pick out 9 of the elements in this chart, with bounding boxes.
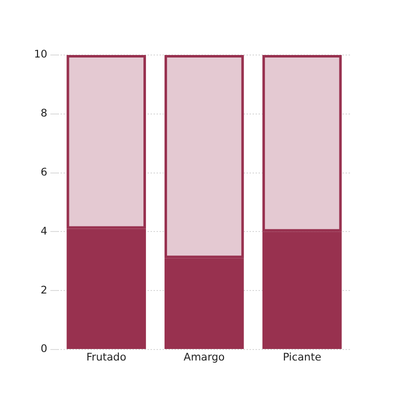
y-tick-label: 2 <box>40 284 48 296</box>
x-tick-label: Frutado <box>86 351 126 364</box>
y-tick-label: 6 <box>40 166 48 178</box>
y-tick-label: 0 <box>40 343 48 356</box>
y-tick-label: 8 <box>40 108 48 120</box>
x-tick-label: Amargo <box>184 351 225 364</box>
y-tick-label: 4 <box>40 225 48 238</box>
y-tick-label: 10 <box>34 48 48 61</box>
x-tick-label: Picante <box>282 351 322 364</box>
